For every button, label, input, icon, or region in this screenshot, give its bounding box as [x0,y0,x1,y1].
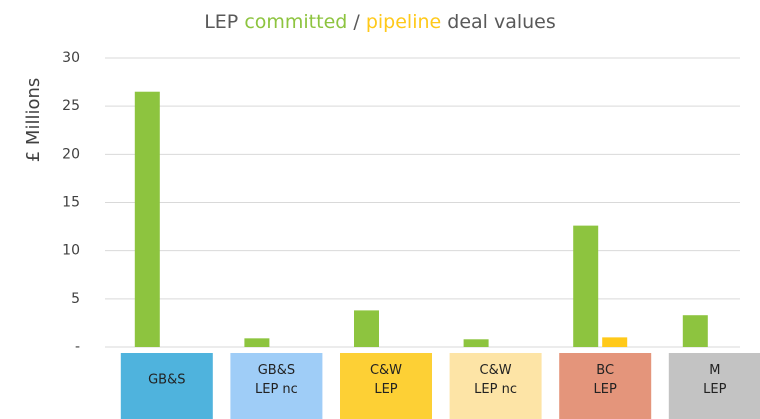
x-tick-label: BC [596,363,614,378]
title-part: / [353,11,360,33]
bar [354,310,379,347]
x-tick-label: LEP nc [474,382,517,397]
x-tick-label: C&W [480,363,512,378]
title-part: LEP [204,11,238,33]
bar [682,315,708,347]
title-part: deal values [447,11,556,33]
x-tick-label: GB&S [148,373,185,388]
category-box [449,353,542,419]
bar [463,339,489,347]
x-tick-label: C&W [370,363,402,378]
x-tick-label: LEP nc [255,382,298,397]
bar [134,91,160,347]
x-tick-label: LEP [374,382,397,397]
category-box [230,353,323,419]
legend-entry: committed [244,11,347,33]
bar [244,338,270,347]
y-tick-label: - [75,339,80,355]
y-tick-label: 25 [62,98,80,114]
y-tick-label: 15 [62,195,80,211]
x-tick-label: GB&S [258,363,295,378]
x-tick-label: LEP [594,382,617,397]
y-tick-label: 5 [71,291,80,307]
category-box [668,353,760,419]
legend-entry: pipeline [366,11,441,33]
y-axis-label: £ Millions [23,78,44,163]
category-box [340,353,432,419]
y-tick-label: 10 [62,243,80,259]
y-tick-label: 30 [62,50,80,66]
bar [602,337,628,347]
y-tick-label: 20 [62,146,80,162]
category-box [559,353,652,419]
x-tick-label: LEP [703,382,726,397]
category-box [120,353,213,419]
x-tick-label: M [709,363,720,378]
bar [573,225,599,347]
chart-title: LEP committed / pipeline deal values [204,11,556,33]
